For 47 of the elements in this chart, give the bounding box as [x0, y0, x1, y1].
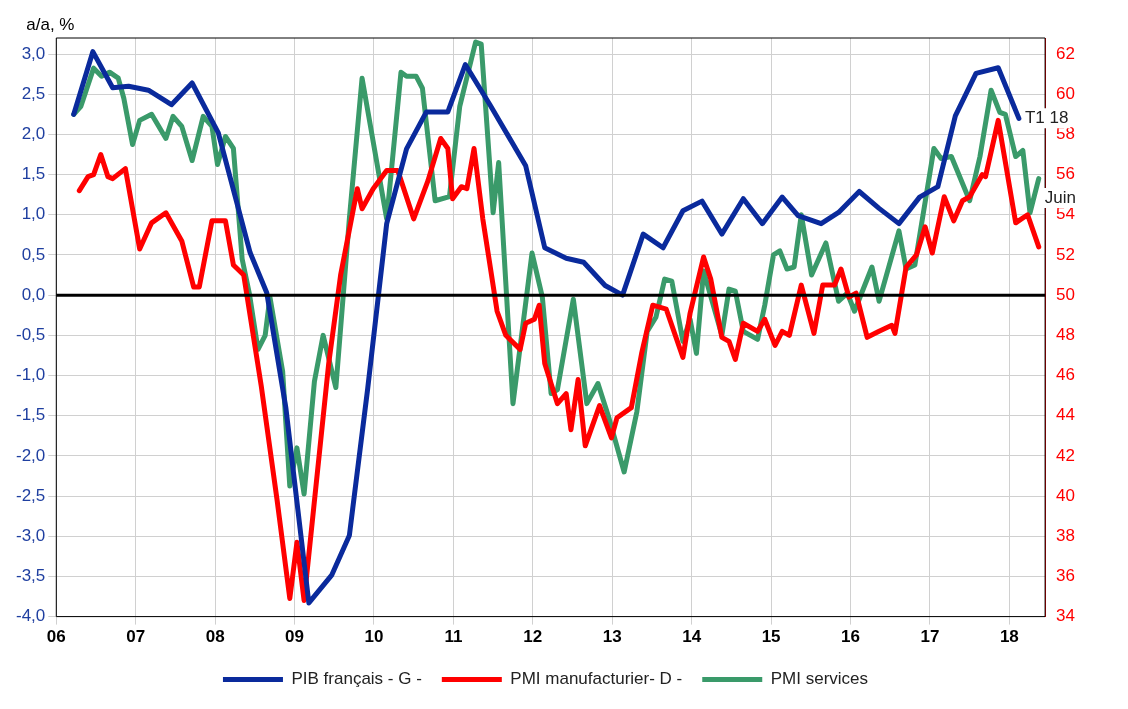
y2-tick-label: 52: [1056, 244, 1076, 264]
y-tick-label: 2,5: [21, 83, 46, 103]
y2-tick-label: 36: [1056, 566, 1076, 586]
x-tick-label: 11: [444, 627, 463, 647]
y2-tick-label: 42: [1056, 445, 1076, 465]
y-tick-label: -3,5: [16, 566, 46, 586]
y2-tick-label: 38: [1056, 525, 1076, 545]
y-tick-label: -4,0: [16, 606, 46, 626]
y2-tick-label: 62: [1056, 43, 1076, 63]
x-tick-label: 18: [999, 627, 1019, 647]
x-tick-label: 07: [126, 627, 146, 647]
y2-tick-label: 50: [1056, 284, 1076, 304]
y-tick-label: 0,0: [21, 284, 46, 304]
y-tick-label: -3,0: [16, 525, 46, 545]
y2-tick-label: 48: [1056, 325, 1076, 345]
annotation: Juin: [1044, 187, 1076, 207]
y-tick-label: -1,5: [16, 405, 46, 425]
legend-label: PMI manufacturier- D -: [510, 669, 683, 689]
x-tick-label: 14: [682, 627, 702, 647]
y2-tick-label: 34: [1056, 606, 1076, 626]
legend-label: PIB français - G -: [291, 669, 422, 689]
y-axis-title: a/a, %: [26, 15, 75, 35]
x-tick-label: 13: [602, 627, 622, 647]
y2-tick-label: 40: [1056, 485, 1076, 505]
y-tick-label: 1,0: [21, 204, 46, 224]
x-tick-label: 15: [761, 627, 781, 647]
x-tick-label: 08: [205, 627, 225, 647]
y2-tick-label: 60: [1056, 83, 1076, 103]
x-tick-label: 12: [523, 627, 543, 647]
x-tick-label: 16: [841, 627, 860, 647]
y2-tick-label: 44: [1056, 405, 1076, 425]
y-tick-label: 0,5: [21, 244, 46, 264]
x-tick-label: 09: [285, 627, 305, 647]
x-tick-label: 10: [364, 627, 384, 647]
x-tick-label: 17: [920, 627, 940, 647]
y-tick-label: 1,5: [21, 164, 46, 184]
y-tick-label: 2,0: [21, 124, 46, 144]
x-tick-label: 06: [46, 627, 66, 647]
y-tick-label: -2,5: [16, 485, 46, 505]
y-tick-label: -0,5: [16, 325, 46, 345]
legend-label: PMI services: [770, 669, 869, 689]
annotation: T1 18: [1024, 108, 1069, 128]
y2-tick-label: 56: [1056, 164, 1076, 184]
y2-tick-label: 46: [1056, 365, 1076, 385]
y-tick-label: -2,0: [16, 445, 46, 465]
y-tick-label: 3,0: [21, 43, 46, 63]
y-tick-label: -1,0: [16, 365, 46, 385]
